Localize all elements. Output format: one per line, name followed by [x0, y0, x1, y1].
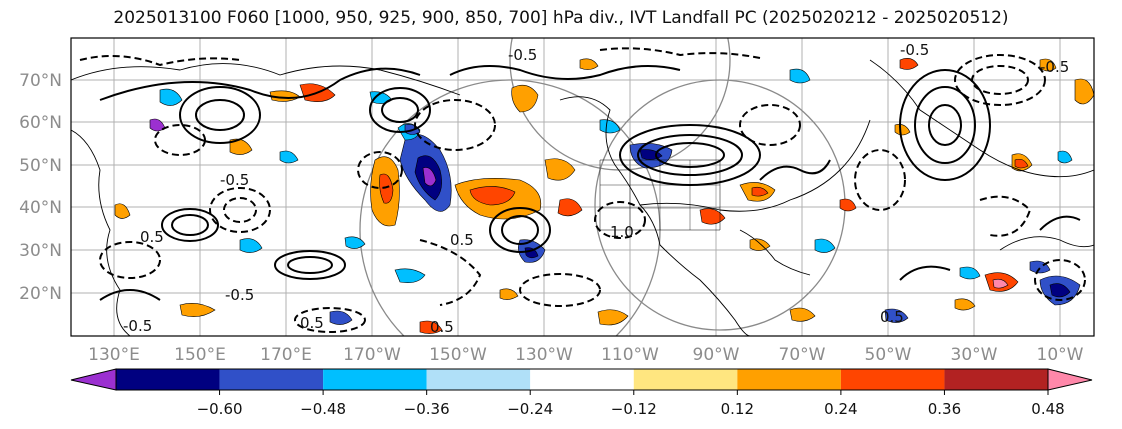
colorbar-segment	[633, 369, 738, 390]
colorbar-ticks: −0.60 −0.48 −0.36 −0.24 −0.12 0.12 0.24 0.36 0.4…	[197, 390, 1065, 418]
lon-tick: 150°E	[174, 345, 226, 365]
lon-tick: 50°W	[865, 345, 912, 365]
lat-tick: 20°N	[19, 284, 62, 304]
colorbar-tick-label: −0.48	[300, 400, 346, 418]
colorbar: −0.60 −0.48 −0.36 −0.24 −0.12 0.12 0.24 0.36 0.4…	[70, 368, 1093, 418]
colorbar-tick-label: −0.12	[611, 400, 657, 418]
lon-tick: 170°W	[343, 345, 401, 365]
colorbar-tick-label: 0.48	[1031, 400, 1064, 418]
colorbar-segment	[426, 369, 531, 390]
contour-label: -0.5	[900, 41, 929, 59]
lon-tick: 170°E	[260, 345, 312, 365]
colorbar-tick-label: 0.36	[928, 400, 961, 418]
contour-label: 0.5	[430, 318, 454, 336]
contour-label: 0.5	[140, 228, 164, 246]
lat-tick: 40°N	[19, 198, 62, 218]
colorbar-extend-max	[1047, 368, 1093, 391]
map-title: 2025013100 F060 [1000, 950, 925, 900, 85…	[113, 8, 1009, 28]
lon-tick: 130°E	[88, 345, 140, 365]
colorbar-tick-label: −0.24	[507, 400, 553, 418]
lon-tick: 10°W	[1037, 345, 1084, 365]
colorbar-tick-label: 0.24	[824, 400, 857, 418]
colorbar-extend-min	[70, 368, 117, 391]
colorbar-segment	[530, 369, 634, 390]
contour-label: -0.5	[220, 171, 249, 189]
lon-tick: 150°W	[429, 345, 487, 365]
contour-label: -0.5	[123, 317, 152, 335]
contour-labels: -0.5 0.5 0.5 -0.5 -0.5 0.5 0.5 -0.5 -0.5…	[123, 41, 1069, 336]
contour-label: -0.5	[1040, 58, 1069, 76]
colorbar-segment	[944, 369, 1048, 390]
colorbar-segments	[115, 368, 1049, 391]
latitude-ticks: 70°N 60°N 50°N 40°N 30°N 20°N	[19, 71, 62, 304]
map-frame	[70, 37, 1095, 337]
colorbar-segment	[219, 369, 324, 390]
colorbar-tick-label: −0.60	[197, 400, 243, 418]
colorbar-tick-label: 0.12	[721, 400, 754, 418]
coastlines	[71, 59, 1094, 336]
lon-tick: 110°W	[601, 345, 659, 365]
lon-tick: 70°W	[779, 345, 826, 365]
positive-contours	[99, 65, 1081, 301]
lat-tick: 30°N	[19, 241, 62, 261]
contour-label: 0.5	[300, 314, 324, 332]
contour-label: 0.5	[450, 231, 474, 249]
negative-contours	[79, 47, 1086, 333]
lat-tick: 60°N	[19, 113, 62, 133]
lon-tick: 130°W	[515, 345, 573, 365]
lat-tick: 50°N	[19, 156, 62, 176]
lat-tick: 70°N	[19, 71, 62, 91]
lon-tick: 90°W	[693, 345, 740, 365]
colorbar-segment	[116, 369, 220, 390]
contour-label: 0.5	[880, 308, 904, 326]
colorbar-segment	[840, 369, 945, 390]
contour-label: -0.5	[225, 286, 254, 304]
contour-label: 1.0	[610, 223, 634, 241]
longitude-ticks: 130°E 150°E 170°E 170°W 150°W 130°W 110°…	[88, 345, 1084, 365]
lon-tick: 30°W	[951, 345, 998, 365]
gridlines	[71, 38, 1094, 336]
contour-label: -0.5	[508, 46, 537, 64]
map-panel: -0.5 0.5 0.5 -0.5 -0.5 0.5 0.5 -0.5 -0.5…	[71, 38, 1094, 336]
colorbar-segment	[323, 369, 427, 390]
colorbar-segment	[737, 369, 841, 390]
colorbar-tick-label: −0.36	[404, 400, 450, 418]
